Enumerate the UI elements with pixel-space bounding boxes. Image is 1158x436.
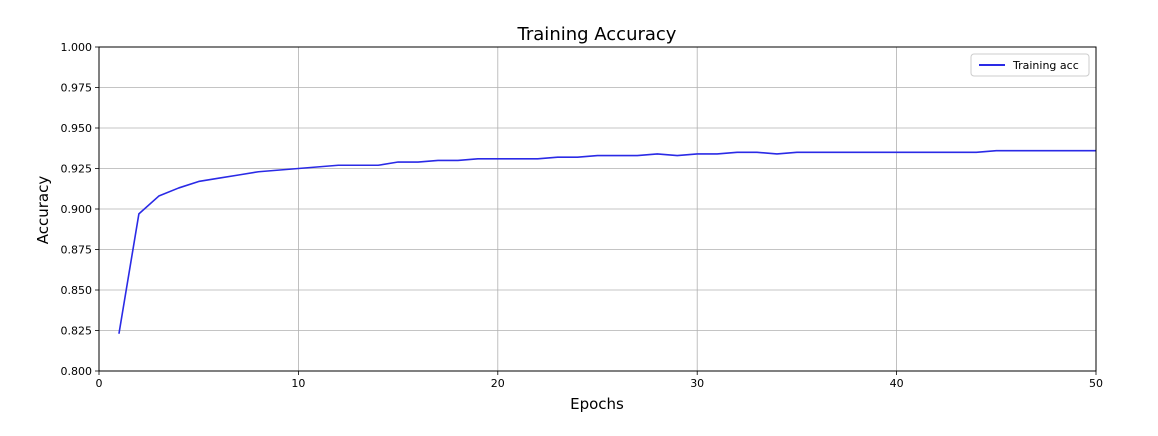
y-tick-label: 0.950 — [61, 122, 93, 135]
legend: Training acc — [970, 53, 1090, 77]
x-tick-label: 30 — [690, 377, 704, 390]
legend-box — [970, 53, 1090, 77]
y-tick-label: 0.925 — [61, 163, 93, 176]
x-tick-label: 40 — [890, 377, 904, 390]
chart-title: Training Accuracy — [517, 24, 677, 45]
y-tick-label: 0.900 — [61, 203, 93, 216]
series-line-training-acc — [118, 149, 1096, 334]
x-tick-label: 10 — [291, 377, 305, 390]
y-tick-label: 0.875 — [61, 244, 93, 257]
x-tick-label: 0 — [96, 377, 103, 390]
legend-label-training-acc: Training acc — [1012, 59, 1079, 72]
x-axis-title: Epochs — [570, 395, 624, 413]
ticks-layer: 0 10 20 30 40 50 0.800 0.825 0.850 0.875 0.900 0.92… — [61, 41, 1104, 390]
y-axis-title: Accuracy — [34, 176, 52, 245]
x-tick-label: 50 — [1089, 377, 1103, 390]
grid-layer — [98, 46, 1097, 372]
y-tick-label: 1.000 — [61, 41, 93, 54]
y-tick-label: 0.825 — [61, 325, 93, 338]
y-tick-label: 0.800 — [61, 365, 93, 378]
y-tick-label: 0.975 — [61, 82, 93, 95]
series-layer — [118, 149, 1096, 334]
y-tick-label: 0.850 — [61, 284, 93, 297]
x-tick-label: 20 — [491, 377, 505, 390]
